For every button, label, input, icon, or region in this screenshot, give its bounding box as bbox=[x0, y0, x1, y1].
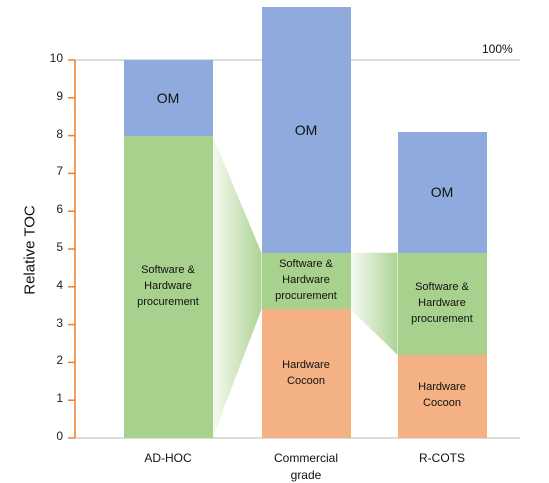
y-tick-label: 3 bbox=[56, 315, 63, 330]
segment-label: OM bbox=[430, 184, 454, 201]
y-tick-label: 9 bbox=[56, 88, 63, 103]
y-tick-label: 10 bbox=[49, 51, 63, 65]
segment-label: Software & Hardware procurement bbox=[137, 263, 199, 308]
segment-label: Hardware Cocoon bbox=[418, 381, 466, 410]
y-tick-label: 6 bbox=[56, 202, 63, 217]
y-tick-label: 2 bbox=[56, 353, 63, 368]
y-tick-label: 8 bbox=[56, 126, 63, 141]
bar-segment: OM bbox=[123, 60, 213, 136]
y-tick-label: 1 bbox=[56, 391, 63, 406]
y-tick-label: 5 bbox=[56, 240, 63, 254]
bar-segment: Software & Hardware procurement bbox=[397, 252, 487, 355]
y-tick-label: 0 bbox=[56, 429, 63, 443]
bar-segment: Software & Hardware procurement bbox=[261, 252, 351, 310]
x-tick-label: R-COTS bbox=[419, 451, 465, 465]
bar-segment: Hardware Cocoon bbox=[261, 309, 351, 438]
y-tick-label: 7 bbox=[56, 164, 63, 179]
bar-segment: OM bbox=[397, 131, 487, 253]
connector bbox=[212, 135, 262, 438]
bar-segment: Hardware Cocoon bbox=[397, 354, 487, 438]
y-tick-label: 4 bbox=[56, 277, 63, 292]
x-tick-label: AD-HOC bbox=[144, 451, 192, 465]
x-tick-label: Commercial grade bbox=[273, 451, 338, 482]
bar-segment: OM bbox=[261, 7, 351, 253]
connector bbox=[350, 252, 398, 355]
segment-label: OM bbox=[294, 121, 318, 138]
segment-label: OM bbox=[156, 89, 180, 106]
bar-segment: Software & Hardware procurement bbox=[123, 135, 213, 438]
annotation: 100% bbox=[482, 42, 513, 56]
segment-label: Software & Hardware procurement bbox=[275, 258, 337, 303]
segment-label: Software & Hardware procurement bbox=[411, 280, 473, 325]
segment-label: Hardware Cocoon bbox=[282, 358, 330, 387]
